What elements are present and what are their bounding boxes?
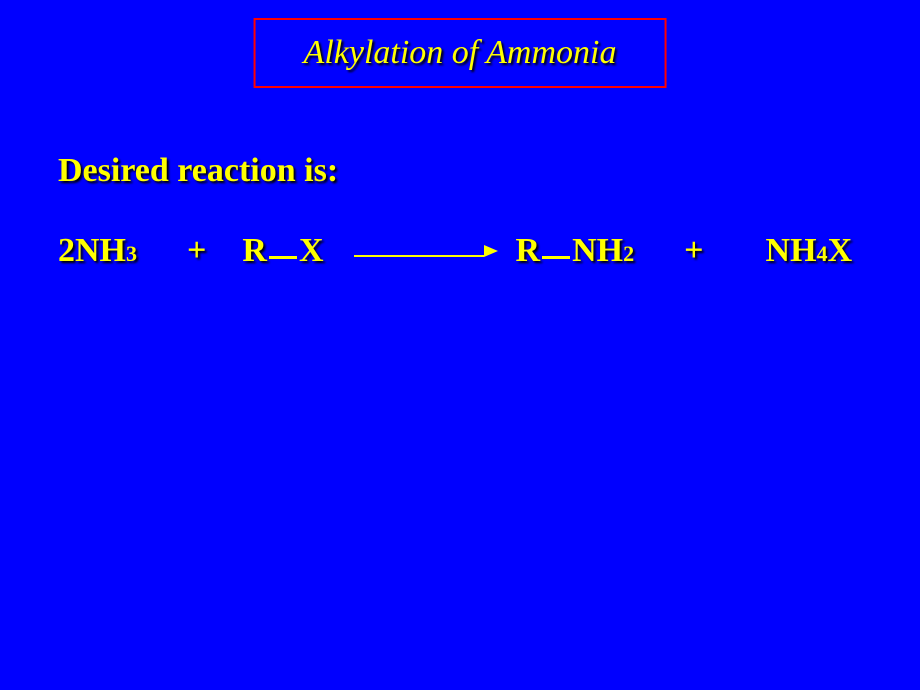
plus-2: + — [684, 232, 703, 270]
subtitle-text: Desired reaction is: — [58, 152, 338, 190]
plus-1: + — [187, 232, 206, 270]
slide-title: Alkylation of Ammonia — [304, 34, 617, 71]
reaction-arrow-icon — [354, 245, 498, 257]
slide: Alkylation of Ammonia Desired reaction i… — [0, 0, 920, 690]
bond-icon — [542, 256, 570, 259]
title-box: Alkylation of Ammonia — [254, 18, 667, 88]
equation-row: 2 NH 3 + R X R NH 2 + NH — [58, 232, 878, 270]
product-2: NH 4 X — [766, 232, 853, 270]
product-1-R: R — [516, 232, 541, 270]
reactant-2: R X — [242, 232, 323, 270]
product-2-base: NH — [766, 232, 817, 270]
reactant-2-X: X — [299, 232, 324, 270]
product-1: R NH 2 — [516, 232, 635, 270]
product-2-tail: X — [828, 232, 853, 270]
bond-icon — [269, 256, 297, 259]
arrow-head — [484, 245, 498, 257]
reactant-1: 2 NH 3 — [58, 232, 137, 270]
reactant-1-base: NH — [75, 232, 126, 270]
reactant-2-R: R — [242, 232, 267, 270]
product-1-base: NH — [572, 232, 623, 270]
arrow-line — [354, 255, 484, 257]
reactant-1-coef: 2 — [58, 232, 75, 270]
